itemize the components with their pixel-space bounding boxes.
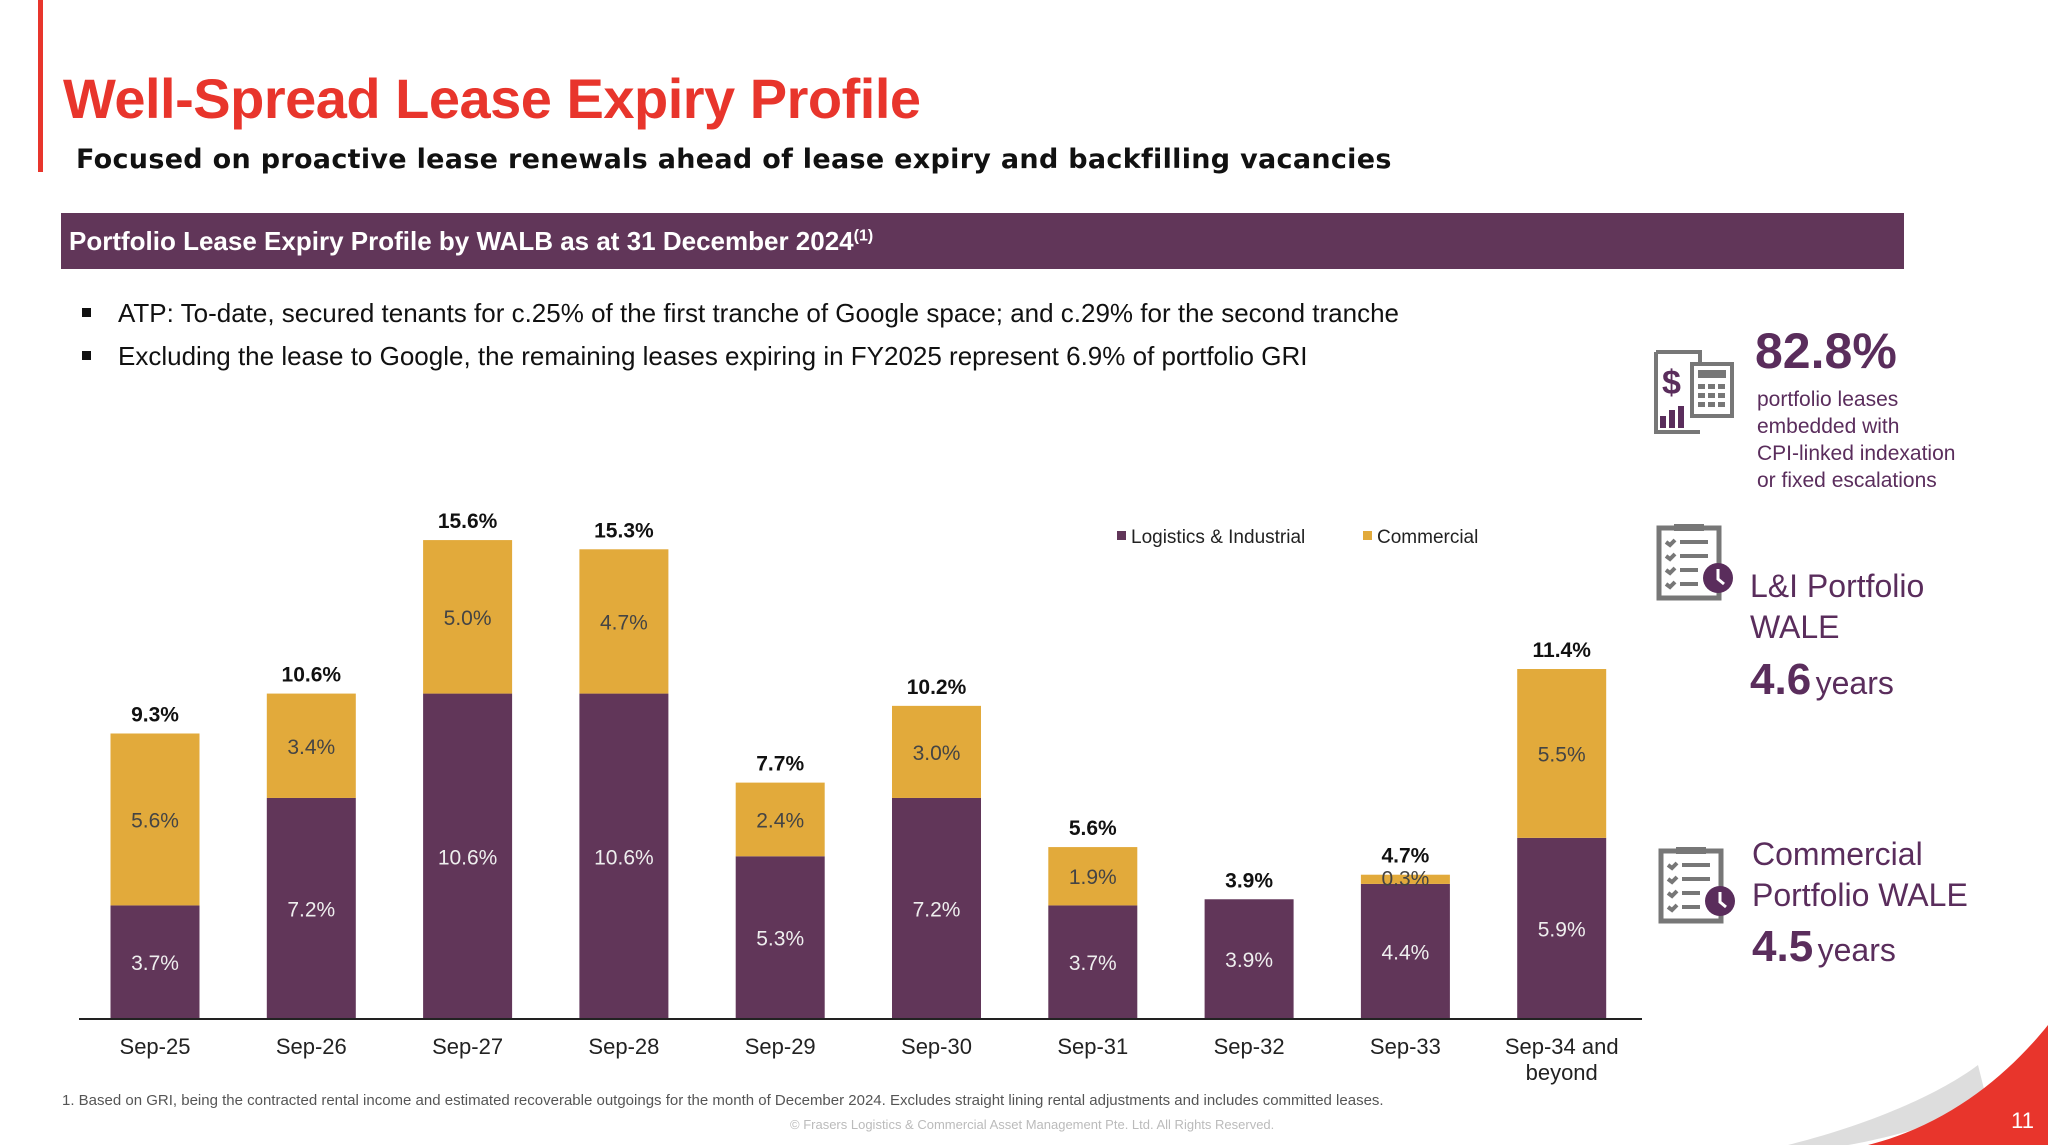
cpi-stat-value: 82.8%: [1755, 323, 1897, 379]
commercial-bar: [892, 705, 981, 798]
commercial-wale-line: Portfolio WALE: [1752, 877, 1968, 913]
commercial-wale-value: 4.5 years: [1752, 922, 1896, 972]
total-label: 15.6%: [438, 510, 498, 533]
legend-label: Commercial: [1377, 527, 1478, 548]
category-label: Sep-32: [1214, 1034, 1285, 1059]
category-label: Sep-26: [276, 1034, 347, 1059]
segment-label: 3.7%: [131, 952, 179, 975]
cpi-line: CPI-linked indexation: [1757, 442, 1956, 465]
commercial-bar: [423, 540, 513, 694]
segment-label: 3.9%: [1225, 949, 1273, 972]
cpi-stat-description: portfolio leases embedded with CPI-linked …: [1757, 386, 1955, 494]
commercial-bar: [735, 782, 825, 857]
segment-label: 5.6%: [131, 809, 179, 832]
commercial-bar: [266, 693, 356, 798]
logistics-bar: [892, 797, 981, 1019]
commercial-wale-number: 4.5: [1752, 922, 1814, 971]
segment-label: 5.9%: [1538, 918, 1586, 941]
category-label: Sep-34 and: [1505, 1034, 1619, 1059]
category-label: Sep-31: [1057, 1034, 1128, 1059]
corner-swoosh-decoration: [1788, 1025, 2048, 1145]
segment-label: 5.3%: [756, 928, 804, 951]
category-label: Sep-29: [745, 1034, 816, 1059]
segment-label: 3.7%: [1069, 952, 1117, 975]
commercial-bar: [1517, 669, 1607, 838]
cpi-line: or fixed escalations: [1757, 469, 1937, 492]
bullet-list: ATP: To-date, secured tenants for c.25% …: [80, 298, 1399, 384]
logistics-bar: [1517, 837, 1607, 1019]
total-label: 5.6%: [1069, 817, 1117, 840]
category-label: Sep-28: [588, 1034, 659, 1059]
segment-label: 3.0%: [913, 742, 961, 765]
logistics-bar: [1204, 899, 1294, 1019]
li-wale-line: L&I Portfolio: [1750, 568, 1925, 604]
total-label: 4.7%: [1381, 845, 1429, 868]
li-wale-label: L&I Portfolio WALE: [1750, 566, 1924, 648]
commercial-wale-unit: years: [1817, 932, 1896, 968]
category-label: beyond: [1526, 1060, 1598, 1085]
checklist-clock-icon: [1658, 847, 1735, 924]
cpi-line: portfolio leases: [1757, 388, 1899, 411]
segment-label: 7.2%: [287, 898, 335, 921]
commercial-wale-label: Commercial Portfolio WALE: [1752, 834, 1968, 916]
copyright: © Frasers Logistics & Commercial Asset M…: [790, 1117, 1275, 1132]
logistics-bar: [1048, 905, 1138, 1019]
bullet-item: Excluding the lease to Google, the remai…: [80, 341, 1399, 384]
segment-label: 5.5%: [1538, 743, 1586, 766]
category-label: Sep-33: [1370, 1034, 1441, 1059]
total-label: 7.7%: [756, 753, 804, 776]
li-wale-number: 4.6: [1750, 655, 1812, 704]
section-header-text: Portfolio Lease Expiry Profile by WALB a…: [69, 226, 854, 256]
logistics-bar: [110, 905, 200, 1019]
total-label: 10.2%: [907, 676, 967, 699]
finance-calculator-icon: $: [1654, 350, 1734, 434]
category-label: Sep-27: [432, 1034, 503, 1059]
commercial-wale-line: Commercial: [1752, 836, 1923, 872]
total-label: 3.9%: [1225, 869, 1273, 892]
total-label: 15.3%: [594, 519, 654, 542]
page-title: Well-Spread Lease Expiry Profile: [63, 67, 921, 130]
checklist-clock-icon: [1656, 524, 1733, 601]
logistics-bar: [1360, 883, 1450, 1019]
accent-bar: [38, 0, 43, 172]
total-label: 10.6%: [282, 664, 342, 687]
total-label: 11.4%: [1533, 639, 1592, 662]
segment-label: 7.2%: [913, 898, 961, 921]
cpi-line: embedded with: [1757, 415, 1900, 438]
segment-label: 0.3%: [1381, 867, 1429, 890]
legend-swatch: [1117, 531, 1126, 540]
footnote-ref: (1): [853, 227, 874, 245]
section-header: Portfolio Lease Expiry Profile by WALB a…: [61, 213, 1904, 269]
total-label: 9.3%: [131, 703, 179, 726]
li-wale-value: 4.6 years: [1750, 655, 1894, 705]
page-subtitle: Focused on proactive lease renewals ahea…: [76, 144, 1392, 175]
logistics-bar: [423, 693, 513, 1019]
bullet-item: ATP: To-date, secured tenants for c.25% …: [80, 298, 1399, 341]
footnote: 1. Based on GRI, being the contracted re…: [62, 1092, 1384, 1109]
logistics-bar: [266, 797, 356, 1019]
commercial-bar: [579, 549, 669, 694]
category-label: Sep-25: [120, 1034, 191, 1059]
commercial-bar: [110, 733, 200, 906]
commercial-bar: [1048, 847, 1138, 906]
logistics-bar: [735, 856, 825, 1019]
legend-label: Logistics & Industrial: [1131, 527, 1305, 548]
segment-label: 10.6%: [438, 846, 498, 869]
li-wale-line: WALE: [1750, 609, 1840, 645]
page-number: 11: [2011, 1108, 2034, 1133]
commercial-bar: [1360, 874, 1450, 884]
svg-text:$: $: [1662, 364, 1681, 402]
legend-swatch: [1363, 531, 1372, 540]
segment-label: 3.4%: [287, 736, 335, 759]
segment-label: 2.4%: [756, 809, 804, 832]
segment-label: 10.6%: [594, 846, 654, 869]
li-wale-unit: years: [1815, 665, 1894, 701]
category-label: Sep-30: [901, 1034, 972, 1059]
segment-label: 4.4%: [1381, 941, 1429, 964]
segment-label: 4.7%: [600, 611, 648, 634]
logistics-bar: [579, 693, 669, 1019]
segment-label: 5.0%: [444, 607, 492, 630]
segment-label: 1.9%: [1069, 866, 1117, 889]
